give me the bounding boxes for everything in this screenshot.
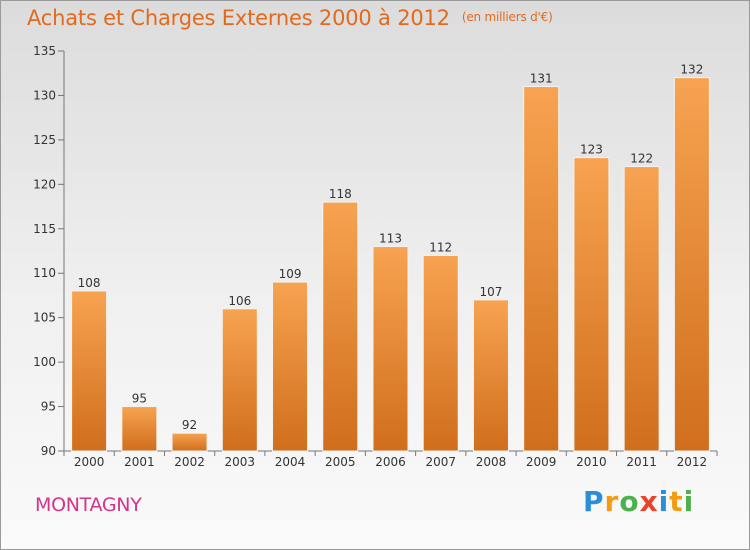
bar-2009 [523, 86, 560, 452]
bar-2001 [121, 406, 158, 452]
bar-2010 [573, 157, 610, 452]
x-tick-label-2004: 2004 [275, 455, 306, 469]
bar-2005 [322, 201, 359, 452]
value-label-2003: 106 [228, 294, 251, 308]
y-tick-label: 110 [33, 266, 56, 280]
chart-bars [71, 77, 710, 452]
logo-letter: o [619, 485, 640, 518]
value-label-2001: 95 [132, 392, 147, 406]
y-tick-label: 125 [33, 133, 56, 147]
x-tick-label-2001: 2001 [124, 455, 155, 469]
x-tick-label-2003: 2003 [225, 455, 256, 469]
proxiti-logo: Proxiti [583, 485, 694, 518]
y-tick-label: 115 [33, 222, 56, 236]
bar-2004 [272, 281, 309, 452]
x-tick-label-2012: 2012 [677, 455, 708, 469]
chart-labels: 108 2000 95 2001 92 2002 106 2003 109 2004 118 2005… [74, 63, 707, 469]
bar-2002 [171, 432, 208, 452]
x-tick-label-2007: 2007 [425, 455, 456, 469]
bar-2000 [71, 290, 108, 452]
value-label-2011: 122 [630, 152, 653, 166]
bar-2012 [673, 77, 710, 452]
value-label-2004: 109 [279, 267, 302, 281]
value-label-2010: 123 [580, 143, 603, 157]
x-tick-label-2009: 2009 [526, 455, 557, 469]
x-tick-label-2005: 2005 [325, 455, 356, 469]
value-label-2000: 108 [78, 276, 101, 290]
logo-letter: i [658, 485, 670, 518]
logo-letter: i [683, 485, 695, 518]
x-tick-label-2008: 2008 [476, 455, 507, 469]
logo-letter: x [639, 485, 659, 518]
value-label-2008: 107 [480, 285, 503, 299]
logo-letter: t [669, 485, 684, 518]
y-tick-label: 135 [33, 44, 56, 58]
bar-2006 [372, 246, 409, 452]
y-tick-label: 120 [33, 177, 56, 191]
bar-2007 [422, 254, 459, 452]
value-label-2006: 113 [379, 232, 402, 246]
y-tick-label: 95 [41, 400, 56, 414]
bar-2008 [472, 299, 509, 452]
y-tick-label: 105 [33, 311, 56, 325]
chart-title: Achats et Charges Externes 2000 à 2012 (e… [27, 6, 553, 30]
value-label-2009: 131 [530, 72, 553, 86]
x-tick-label-2002: 2002 [174, 455, 205, 469]
logo-letter: r [604, 485, 620, 518]
logo-letter: P [583, 485, 605, 518]
bar-2011 [623, 166, 660, 452]
x-tick-label-2010: 2010 [576, 455, 607, 469]
y-tick-label: 130 [33, 88, 56, 102]
x-tick-label-2006: 2006 [375, 455, 406, 469]
value-label-2002: 92 [182, 418, 197, 432]
value-label-2005: 118 [329, 187, 352, 201]
chart-title-text: Achats et Charges Externes 2000 à 2012 [27, 6, 450, 30]
chart-unit: (en milliers d'€) [461, 10, 553, 24]
value-label-2007: 112 [429, 240, 452, 254]
y-tick-label: 100 [33, 355, 56, 369]
bar-2003 [221, 308, 258, 452]
town-name: MONTAGNY [35, 494, 142, 516]
y-tick-label: 90 [41, 444, 56, 458]
value-label-2012: 132 [680, 63, 703, 77]
x-tick-label-2011: 2011 [626, 455, 657, 469]
x-tick-label-2000: 2000 [74, 455, 105, 469]
